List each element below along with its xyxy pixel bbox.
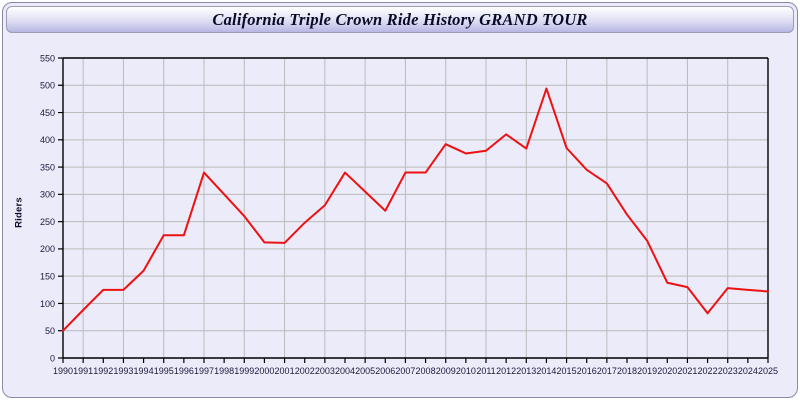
svg-text:1997: 1997 [194, 366, 214, 376]
svg-text:2009: 2009 [436, 366, 456, 376]
svg-text:2016: 2016 [577, 366, 597, 376]
svg-text:1994: 1994 [134, 366, 154, 376]
svg-text:2006: 2006 [375, 366, 395, 376]
svg-text:2018: 2018 [617, 366, 637, 376]
svg-text:1999: 1999 [234, 366, 254, 376]
svg-text:300: 300 [40, 190, 55, 200]
svg-text:2001: 2001 [275, 366, 295, 376]
svg-text:350: 350 [40, 162, 55, 172]
svg-text:2002: 2002 [295, 366, 315, 376]
svg-text:2025: 2025 [758, 366, 778, 376]
svg-text:2007: 2007 [395, 366, 415, 376]
svg-text:1990: 1990 [53, 366, 73, 376]
gridlines [63, 57, 769, 358]
svg-text:2023: 2023 [718, 366, 738, 376]
svg-text:100: 100 [40, 299, 55, 309]
svg-text:2014: 2014 [536, 366, 556, 376]
data-series-line [62, 87, 769, 332]
svg-text:2020: 2020 [657, 366, 677, 376]
svg-text:2008: 2008 [416, 366, 436, 376]
svg-text:1991: 1991 [73, 366, 93, 376]
x-axis-ticks: 1990 1991 1992 1993 1994 1995 1996 1997 1998 1999… [53, 358, 778, 376]
plot-area: Riders 0 50 100 150 200 250 300 350 400 450 500 550… [3, 35, 797, 397]
svg-text:2010: 2010 [456, 366, 476, 376]
svg-text:2017: 2017 [597, 366, 617, 376]
svg-text:2000: 2000 [254, 366, 274, 376]
svg-text:150: 150 [40, 271, 55, 281]
svg-text:0: 0 [50, 353, 55, 363]
svg-text:1993: 1993 [113, 366, 133, 376]
title-bar: California Triple Crown Ride History GRA… [6, 6, 794, 33]
svg-text:2004: 2004 [335, 366, 355, 376]
svg-text:400: 400 [40, 135, 55, 145]
svg-text:2013: 2013 [516, 366, 536, 376]
svg-text:1992: 1992 [93, 366, 113, 376]
svg-text:500: 500 [40, 81, 55, 91]
svg-text:2011: 2011 [476, 366, 495, 376]
svg-text:550: 550 [40, 53, 55, 63]
svg-text:2022: 2022 [698, 366, 718, 376]
svg-text:50: 50 [45, 326, 55, 336]
svg-text:1995: 1995 [154, 366, 174, 376]
svg-text:1996: 1996 [174, 366, 194, 376]
svg-text:2021: 2021 [677, 366, 697, 376]
page-title: California Triple Crown Ride History GRA… [212, 9, 588, 29]
axis-frame [62, 57, 769, 359]
svg-text:250: 250 [40, 217, 55, 227]
y-axis-ticks: 0 50 100 150 200 250 300 350 400 450 500 550 [40, 53, 63, 363]
svg-text:200: 200 [40, 244, 55, 254]
svg-text:2003: 2003 [315, 366, 335, 376]
svg-text:2024: 2024 [738, 366, 758, 376]
svg-text:2005: 2005 [355, 366, 375, 376]
svg-text:450: 450 [40, 108, 55, 118]
svg-text:1998: 1998 [214, 366, 234, 376]
svg-text:2015: 2015 [557, 366, 577, 376]
svg-text:2019: 2019 [637, 366, 657, 376]
svg-text:2012: 2012 [496, 366, 516, 376]
